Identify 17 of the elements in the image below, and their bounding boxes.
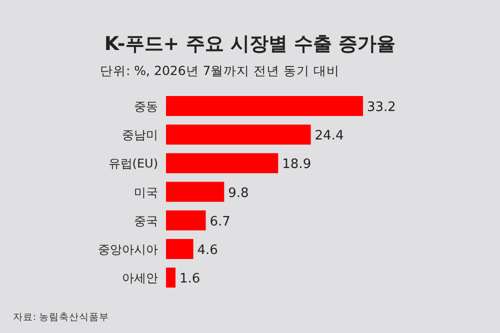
category: 중남미 bbox=[122, 128, 158, 142]
data-label: 33.2 bbox=[367, 100, 396, 115]
data-label: 6.7 bbox=[210, 214, 230, 230]
data-label: 4.6 bbox=[197, 243, 218, 258]
category: 미국 bbox=[134, 185, 158, 200]
category: 중국 bbox=[134, 214, 158, 228]
category: 유럽(EU) bbox=[108, 156, 158, 171]
annotation: 자료: 농림축산식품부 bbox=[13, 312, 110, 323]
category: 중동 bbox=[134, 100, 158, 114]
subtitle: 단위: %, 2026년 7월까지 전년 동기 대비 bbox=[100, 63, 340, 78]
data-label: 1.6 bbox=[180, 272, 200, 287]
category: 아세안 bbox=[122, 271, 158, 286]
data-label: 24.4 bbox=[314, 128, 344, 144]
title: K-푸드+ 주요 시장별 수출 증가율 bbox=[104, 33, 396, 55]
category: 중앙아시아 bbox=[98, 242, 158, 256]
data-label: 9.8 bbox=[228, 186, 249, 201]
data-label: 18.9 bbox=[282, 157, 312, 172]
